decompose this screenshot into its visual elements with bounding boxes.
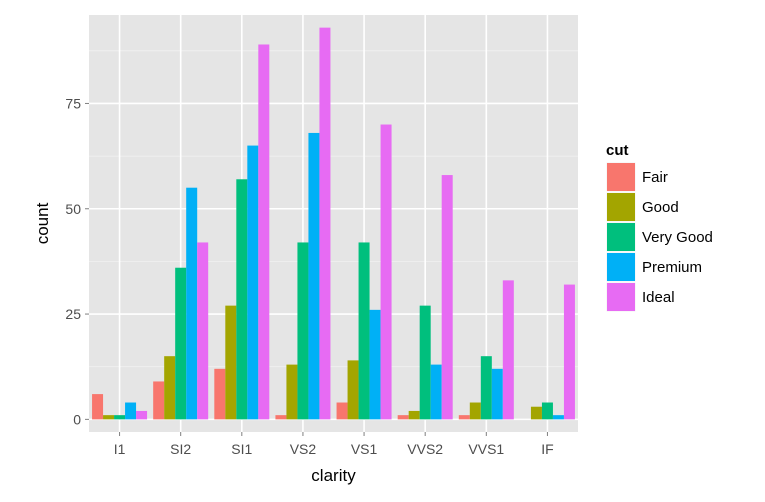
bar [502,280,514,420]
legend-item: Fair [605,161,668,193]
bar [347,360,359,420]
bar [541,402,553,420]
bar [258,44,270,420]
x-axis-title: clarity [311,466,356,485]
bar [236,179,248,420]
bar [103,415,115,420]
x-tick-label: VVS2 [407,441,443,457]
bar [491,368,503,420]
bar [563,284,575,420]
x-tick-label: VS2 [290,441,317,457]
bar [164,356,176,420]
legend-label: Good [642,199,679,216]
x-tick-label: VS1 [351,441,378,457]
y-tick-label: 0 [73,411,81,427]
x-tick-label: VVS1 [468,441,504,457]
bar [441,175,453,420]
bar [175,267,187,420]
legend-item: Ideal [605,281,675,313]
y-tick-label: 50 [65,201,81,217]
legend-label: Premium [642,259,702,276]
x-tick-label: I1 [114,441,126,457]
legend-label: Very Good [642,229,713,246]
bar [358,242,370,420]
bar [186,187,198,420]
bar [92,394,104,420]
bar [480,356,492,420]
bar [469,402,481,420]
ticks-layer: 0 25 50 75 I1 SI2 SI1 VS2 VS1 VVS2 VVS1 IF [65,95,553,457]
bar [275,415,287,420]
bar [286,364,298,420]
legend-item: Good [605,191,679,223]
legend-label: Fair [642,169,668,186]
bar [380,124,392,420]
bar [552,415,564,420]
x-tick-label: IF [541,441,553,457]
bar [458,415,470,420]
bar [397,415,409,420]
bar [297,242,309,420]
bar [136,410,148,420]
bar [319,27,331,420]
bar [247,145,259,420]
legend-item: Very Good [605,221,713,253]
bar [369,309,381,420]
bar [419,305,431,420]
bar [308,132,320,420]
bars-layer [92,27,575,420]
legend-swatch [607,163,635,191]
legend-swatch [607,223,635,251]
bar [225,305,237,420]
x-tick-label: SI2 [170,441,191,457]
bar [408,410,420,420]
bar [197,242,209,420]
y-axis-title: count [33,202,52,244]
legend-swatch [607,253,635,281]
y-tick-label: 75 [65,95,81,111]
x-tick-label: SI1 [231,441,252,457]
legend-swatch [607,193,635,221]
bar [125,402,137,420]
bar [430,364,442,420]
bar [530,406,542,420]
y-tick-label: 25 [65,306,81,322]
bar [153,381,165,420]
bar [114,415,126,420]
legend-swatch [607,283,635,311]
bar [214,368,226,420]
legend-item: Premium [605,251,702,283]
legend: cut Fair Good Very Good Premium Ideal [605,142,713,313]
legend-title: cut [606,142,629,159]
bar [336,402,348,420]
legend-label: Ideal [642,289,675,306]
